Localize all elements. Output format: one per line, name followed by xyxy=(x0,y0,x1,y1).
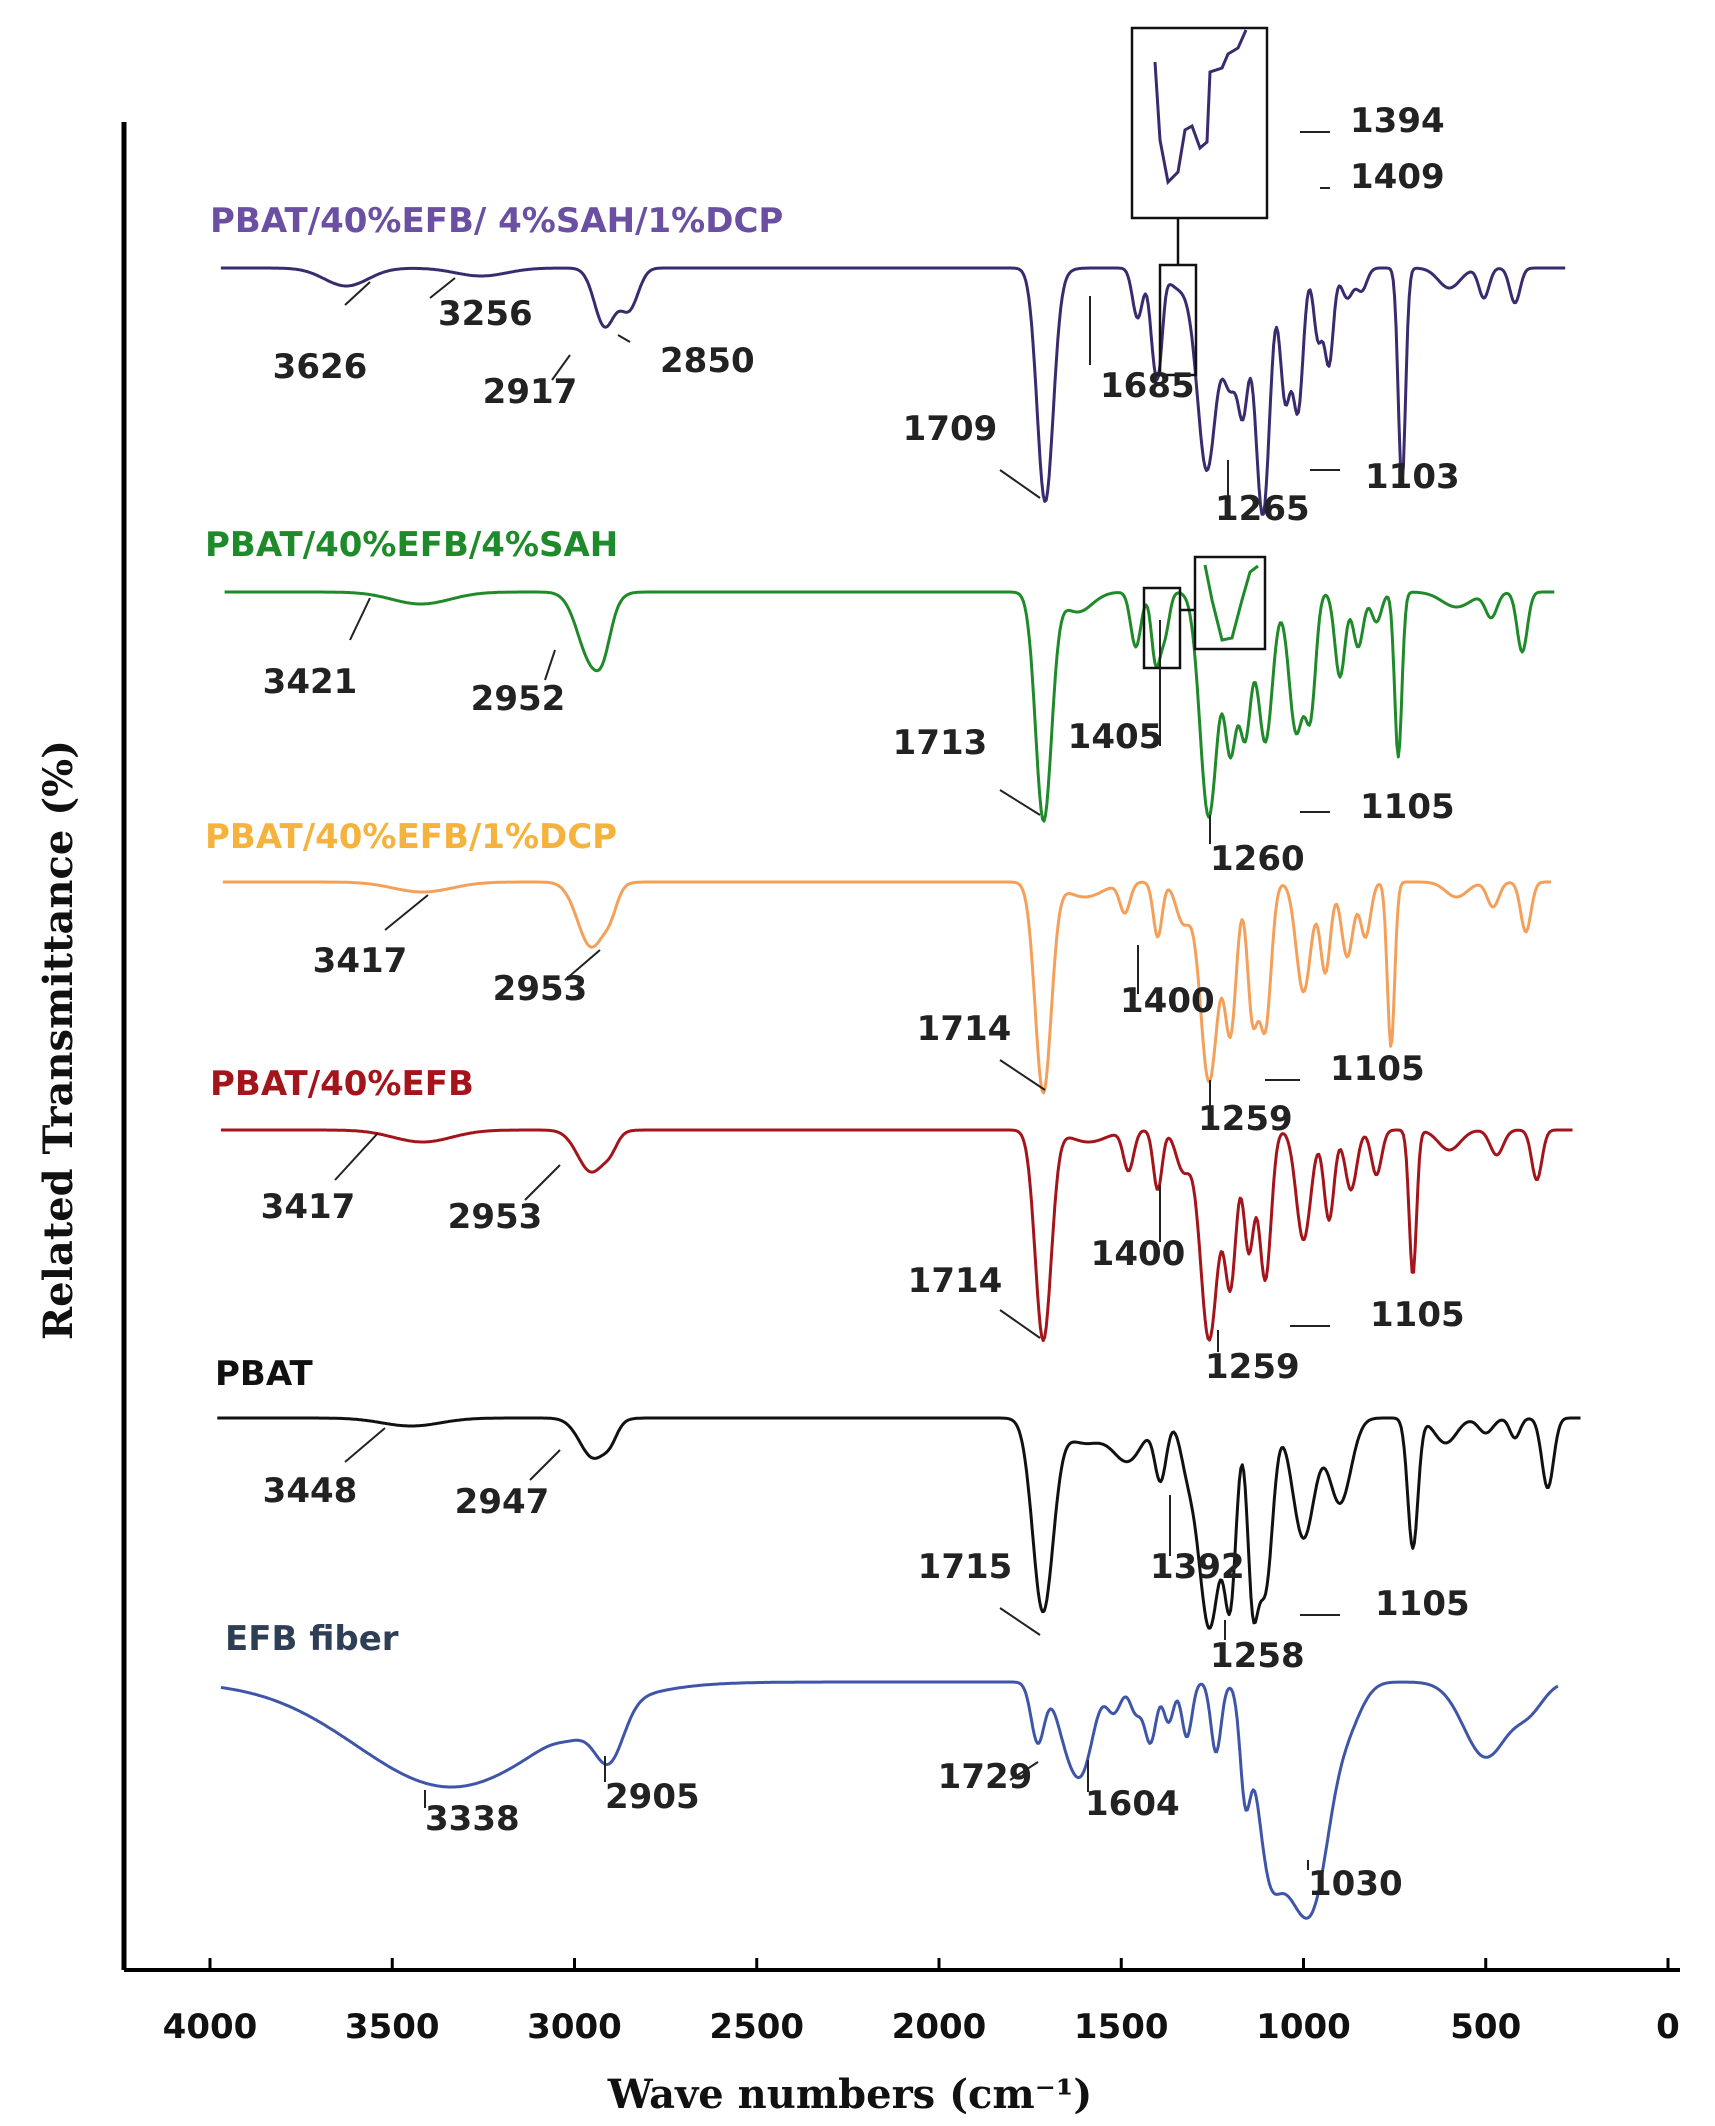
series-line-3 xyxy=(220,1128,1573,1343)
peak-label: 1105 xyxy=(1330,1049,1425,1089)
peak-label: 3421 xyxy=(263,662,358,702)
series-line-4 xyxy=(217,1416,1581,1630)
peak-leader-line xyxy=(349,597,371,641)
peak-label: 1259 xyxy=(1205,1347,1300,1387)
peak-leader-line xyxy=(1009,1761,1039,1781)
series-line-5 xyxy=(220,1680,1559,1920)
zoom-insets xyxy=(1130,26,1269,670)
peak-leader-line xyxy=(999,1059,1046,1091)
peak-label: 3256 xyxy=(438,294,533,334)
peak-label: 1105 xyxy=(1360,787,1455,827)
peak-label: 1400 xyxy=(1091,1234,1186,1274)
peak-label: 1258 xyxy=(1210,1636,1305,1676)
x-tick-label: 1500 xyxy=(1074,2007,1169,2047)
series-name-label: PBAT/40%EFB xyxy=(210,1064,474,1104)
peak-label: 2917 xyxy=(483,372,578,412)
series-name-label: PBAT/40%EFB/1%DCP xyxy=(205,817,617,857)
x-tick-label: 500 xyxy=(1450,2007,1521,2047)
peak-label: 3448 xyxy=(263,1471,358,1511)
peak-label: 2905 xyxy=(605,1777,700,1817)
peak-label: 1685 xyxy=(1100,366,1195,406)
peak-leader-lines xyxy=(334,131,1340,1870)
x-tick-label: 1000 xyxy=(1256,2007,1351,2047)
series-name-label: PBAT/40%EFB/4%SAH xyxy=(205,525,618,565)
peak-label: 3417 xyxy=(261,1187,356,1227)
peak-leader-line xyxy=(524,1164,561,1201)
series-name-label: PBAT/40%EFB/ 4%SAH/1%DCP xyxy=(210,201,783,241)
x-tick-label: 4000 xyxy=(163,2007,258,2047)
peak-label: 2953 xyxy=(493,969,588,1009)
peak-leader-line xyxy=(999,469,1041,499)
peak-leader-line xyxy=(344,1427,386,1463)
peak-label: 1394 xyxy=(1350,101,1445,141)
peak-label: 1409 xyxy=(1350,157,1445,197)
peak-label: 1604 xyxy=(1085,1784,1180,1824)
y-axis-title: Related Transmittance (%) xyxy=(35,740,82,1340)
x-tick-label: 3000 xyxy=(527,2007,622,2047)
peak-label: 1105 xyxy=(1370,1295,1465,1335)
peak-label: 2952 xyxy=(471,679,566,719)
x-tick-label: 2000 xyxy=(892,2007,987,2047)
peak-labels: 3626 3256 2917 2850 1709 1685 1409 1394 1265 1103… xyxy=(261,101,1470,1904)
peak-label: 1392 xyxy=(1150,1547,1245,1587)
peak-label: 1030 xyxy=(1308,1864,1403,1904)
inset-curve-sah xyxy=(1203,564,1259,642)
peak-leader-line xyxy=(334,1132,379,1181)
peak-label: 1260 xyxy=(1210,839,1305,879)
peak-label: 1405 xyxy=(1068,717,1163,757)
peak-label: 1105 xyxy=(1375,1584,1470,1624)
peak-label: 1103 xyxy=(1365,457,1460,497)
peak-label: 3417 xyxy=(313,941,408,981)
peak-leader-line xyxy=(564,949,601,981)
series-line-1 xyxy=(224,590,1555,823)
inset-curve-1409-1394 xyxy=(1153,29,1248,186)
x-tick-label: 0 xyxy=(1656,2007,1680,2047)
peak-label: 1713 xyxy=(893,723,988,763)
peak-label: 3338 xyxy=(425,1799,520,1839)
peak-label: 1400 xyxy=(1120,981,1215,1021)
peak-leader-line xyxy=(617,334,631,343)
peak-leader-line xyxy=(529,1449,561,1481)
peak-leader-line xyxy=(344,281,371,306)
series-line-0 xyxy=(220,266,1566,516)
peak-label: 1729 xyxy=(938,1757,1033,1797)
series-name-label: PBAT xyxy=(215,1354,314,1394)
peak-label: 3626 xyxy=(273,347,368,387)
spectra-curves xyxy=(217,266,1581,1920)
peak-leader-line xyxy=(551,354,571,381)
x-tick-label: 2500 xyxy=(709,2007,804,2047)
zoom-box xyxy=(1142,586,1182,670)
zoom-box xyxy=(1193,555,1267,651)
x-axis-title: Wave numbers (cm⁻¹) xyxy=(607,2071,1093,2118)
peak-label: 1714 xyxy=(908,1261,1003,1301)
peak-leader-line xyxy=(429,277,456,299)
peak-label: 2947 xyxy=(455,1482,550,1522)
peak-leader-line xyxy=(999,1607,1041,1636)
peak-label: 1714 xyxy=(917,1009,1012,1049)
peak-leader-line xyxy=(544,649,556,681)
series-name-label: EFB fiber xyxy=(225,1619,399,1659)
peak-label: 1715 xyxy=(918,1547,1013,1587)
x-axis-ticks: 4000 3500 3000 2500 2000 1500 1000 500 0 xyxy=(163,1958,1680,2047)
x-tick-label: 3500 xyxy=(345,2007,440,2047)
peak-leader-line xyxy=(999,1309,1041,1339)
zoom-box xyxy=(1130,26,1269,220)
peak-label: 1709 xyxy=(903,409,998,449)
peak-label: 1265 xyxy=(1215,489,1310,529)
peak-label: 1259 xyxy=(1198,1099,1293,1139)
series-line-2 xyxy=(222,880,1551,1095)
peak-label: 2953 xyxy=(448,1197,543,1237)
peak-label: 2850 xyxy=(660,341,755,381)
peak-leader-line xyxy=(999,789,1041,816)
series-names: PBAT/40%EFB/ 4%SAH/1%DCP PBAT/40%EFB/4%SA… xyxy=(205,201,783,1659)
peak-leader-line xyxy=(384,894,429,931)
